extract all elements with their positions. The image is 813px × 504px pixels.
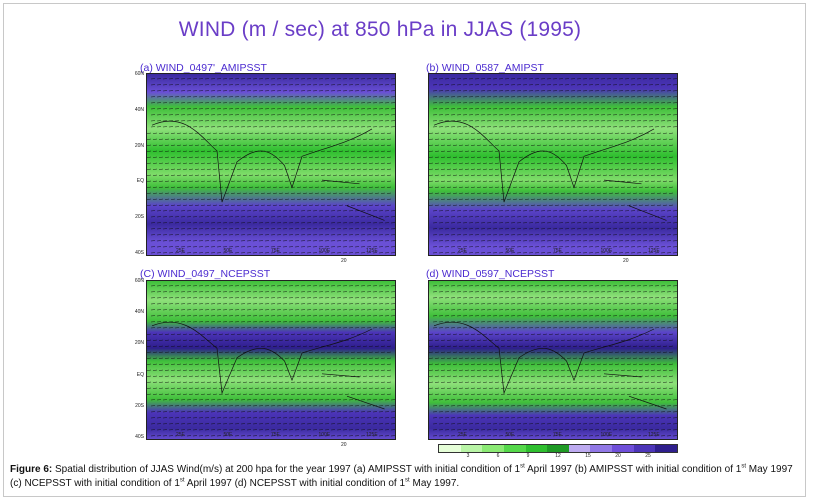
wind-field-svg [147, 74, 395, 255]
wind-field-svg [429, 74, 677, 255]
colorbar-segment [482, 445, 504, 452]
colorbar-segment [547, 445, 569, 452]
colorbar-tick-label: 9 [526, 453, 530, 459]
wind-speed-shading [147, 74, 395, 255]
panel-a-map [146, 73, 396, 256]
longitude-label: 100E [318, 432, 331, 438]
latitude-label: 20N [134, 142, 144, 149]
longitude-label: 50E [223, 432, 233, 438]
coastline [433, 120, 667, 221]
colorbar-segment [460, 445, 483, 452]
colorbar-tick-label: 6 [496, 453, 500, 459]
longitude-label: 25E [176, 432, 185, 438]
colorbar-tick-label: 15 [585, 453, 591, 459]
longitude-label: 100E [600, 432, 613, 438]
latitude-label: 60N [134, 71, 144, 77]
colorbar-segment [655, 445, 678, 452]
caption-text: May 1997. [409, 478, 460, 489]
longitude-label: 25E [458, 432, 467, 438]
caption-sup: st [741, 463, 746, 470]
wind-vectors [429, 78, 677, 254]
longitude-label: 50E [505, 432, 515, 438]
longitude-label: 125E [648, 248, 660, 254]
longitude-label: 50E [223, 248, 233, 254]
caption-text: April 1997 (b) AMIPSST with initial cond… [524, 464, 742, 475]
panel-c-label: (C) WIND_0497_NCEPSST [140, 268, 271, 280]
longitude-label: 100E [318, 248, 331, 254]
wind-field-svg [147, 281, 395, 439]
reference-vector-label: 20 [623, 258, 629, 264]
colorbar-segment [525, 445, 548, 452]
latitude-label: 40N [134, 106, 144, 113]
longitude-label: 100E [600, 248, 613, 254]
latitude-label: 20S [135, 214, 144, 221]
longitude-label: 75E [553, 432, 562, 438]
panel-b-label: (b) WIND_0587_AMIPST [426, 62, 544, 74]
wind-speed-shading [429, 281, 677, 439]
reference-vector-label: 20 [341, 258, 347, 264]
colorbar-segment [439, 445, 461, 452]
colorbar-tick-label: 20 [615, 453, 621, 459]
caption-text: May 1997 (c) NCEPSST with initial condit… [10, 464, 793, 489]
longitude-label: 125E [648, 432, 660, 438]
colorbar-segment [612, 445, 634, 452]
panel-d-label: (d) WIND_0597_NCEPSST [426, 268, 555, 280]
latitude-label: 20S [135, 402, 144, 409]
longitude-label: 25E [176, 248, 185, 254]
longitude-label: 125E [366, 248, 378, 254]
caption-text: April 1997 (d) NCEPSST with initial cond… [184, 478, 406, 489]
latitude-label: 40S [135, 434, 144, 440]
latitude-label: 60N [134, 278, 144, 284]
colorbar-segment [590, 445, 613, 452]
longitude-label: 125E [366, 432, 378, 438]
reference-vector-label: 20 [341, 442, 347, 448]
colorbar-segment [568, 445, 591, 452]
latitude-label: EQ [136, 371, 144, 378]
latitude-label: 20N [134, 340, 144, 347]
caption-lead: Figure 6: [10, 464, 53, 475]
figure-caption: Figure 6: Spatial distribution of JJAS W… [10, 463, 805, 491]
longitude-label: 75E [271, 432, 280, 438]
panel-d-map [428, 280, 678, 440]
caption-sup: st [405, 477, 410, 484]
caption-sup: st [179, 477, 185, 484]
colorbar-tick-label: 3 [466, 453, 470, 459]
caption-text: Spatial distribution of JJAS Wind(m/s) a… [52, 464, 521, 475]
longitude-label: 25E [458, 248, 467, 254]
wind-vectors [429, 285, 677, 437]
panel-a-label: (a) WIND_0497'_AMIPSST [140, 62, 267, 74]
wind-vectors [147, 285, 395, 437]
wind-field-svg [429, 281, 677, 439]
wind-speed-shading [429, 74, 677, 255]
wind-speed-colorbar [438, 444, 678, 453]
longitude-label: 75E [553, 248, 562, 254]
wind-speed-shading [147, 281, 395, 439]
colorbar-segment [503, 445, 526, 452]
coastline [151, 120, 385, 221]
panel-c-map [146, 280, 396, 440]
panel-b-map [428, 73, 678, 256]
latitude-label: 40S [135, 250, 144, 256]
latitude-label: EQ [136, 178, 144, 185]
figure-frame [3, 3, 806, 497]
colorbar-segment [633, 445, 656, 452]
longitude-label: 50E [505, 248, 515, 254]
figure-title: WIND (m / sec) at 850 hPa in JJAS (1995) [178, 18, 582, 41]
caption-sup: st [520, 463, 525, 470]
colorbar-tick-label: 25 [645, 453, 651, 459]
wind-vectors [147, 78, 395, 254]
longitude-label: 75E [271, 248, 280, 254]
latitude-label: 40N [134, 309, 144, 316]
colorbar-tick-label: 12 [555, 453, 561, 459]
